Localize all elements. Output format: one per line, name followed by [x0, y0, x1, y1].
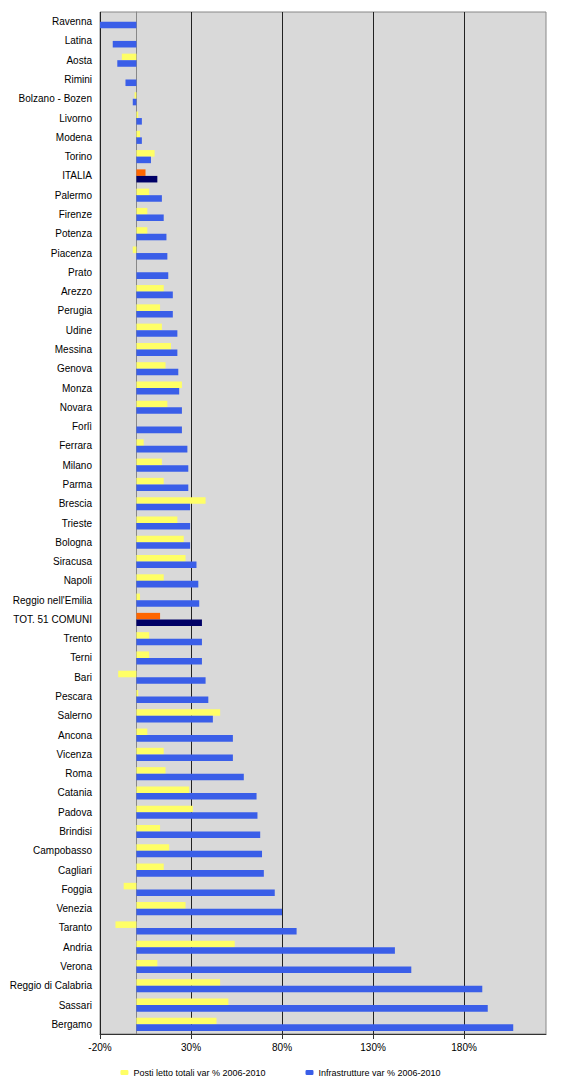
svg-text:Vicenza: Vicenza — [57, 749, 93, 760]
svg-text:Novara: Novara — [60, 402, 93, 413]
svg-text:TOT. 51 COMUNI: TOT. 51 COMUNI — [13, 614, 92, 625]
svg-text:Monza: Monza — [62, 383, 92, 394]
svg-text:Siracusa: Siracusa — [53, 556, 92, 567]
svg-text:Ferrara: Ferrara — [59, 440, 92, 451]
svg-text:Salerno: Salerno — [58, 710, 93, 721]
svg-text:Brindisi: Brindisi — [59, 826, 92, 837]
svg-text:Pescara: Pescara — [55, 691, 92, 702]
svg-text:Infrastrutture var % 2006-2010: Infrastrutture var % 2006-2010 — [319, 1068, 441, 1078]
svg-text:Ravenna: Ravenna — [52, 16, 92, 27]
svg-text:130%: 130% — [360, 1042, 386, 1053]
svg-text:Posti letto totali var % 2006-: Posti letto totali var % 2006-2010 — [133, 1068, 265, 1078]
svg-text:Roma: Roma — [65, 768, 92, 779]
svg-text:Ancona: Ancona — [58, 730, 92, 741]
svg-text:Padova: Padova — [58, 807, 92, 818]
svg-text:Udine: Udine — [66, 325, 93, 336]
svg-text:Brescia: Brescia — [59, 498, 93, 509]
svg-text:Parma: Parma — [63, 479, 93, 490]
svg-text:180%: 180% — [451, 1042, 477, 1053]
svg-text:Taranto: Taranto — [59, 922, 93, 933]
svg-text:Genova: Genova — [57, 363, 92, 374]
svg-text:Verona: Verona — [60, 961, 92, 972]
svg-text:Cagliari: Cagliari — [58, 865, 92, 876]
svg-text:Andria: Andria — [63, 942, 92, 953]
svg-text:Messina: Messina — [55, 344, 93, 355]
svg-text:Aosta: Aosta — [66, 55, 92, 66]
svg-text:Trento: Trento — [63, 633, 92, 644]
svg-text:Prato: Prato — [68, 267, 92, 278]
svg-text:Catania: Catania — [58, 787, 93, 798]
svg-text:Venezia: Venezia — [56, 903, 92, 914]
svg-text:80%: 80% — [272, 1042, 292, 1053]
svg-text:Trieste: Trieste — [62, 518, 93, 529]
svg-text:Sassari: Sassari — [59, 1000, 92, 1011]
svg-text:Bergamo: Bergamo — [51, 1019, 92, 1030]
svg-text:Potenza: Potenza — [55, 228, 92, 239]
svg-text:Torino: Torino — [65, 151, 93, 162]
svg-text:Modena: Modena — [56, 132, 93, 143]
svg-text:Perugia: Perugia — [58, 305, 93, 316]
svg-text:Livorno: Livorno — [59, 113, 92, 124]
svg-text:Bolzano - Bozen: Bolzano - Bozen — [19, 93, 92, 104]
svg-text:Arezzo: Arezzo — [61, 286, 93, 297]
svg-text:Latina: Latina — [65, 35, 93, 46]
svg-text:Palermo: Palermo — [55, 190, 93, 201]
svg-text:Terni: Terni — [70, 652, 92, 663]
svg-text:Campobasso: Campobasso — [33, 845, 92, 856]
svg-text:-20%: -20% — [88, 1042, 111, 1053]
svg-text:30%: 30% — [181, 1042, 201, 1053]
svg-text:Reggio nell'Emilia: Reggio nell'Emilia — [13, 595, 93, 606]
svg-text:Foggia: Foggia — [61, 884, 92, 895]
svg-text:Piacenza: Piacenza — [51, 248, 93, 259]
svg-text:Bari: Bari — [74, 672, 92, 683]
svg-text:Reggio di Calabria: Reggio di Calabria — [10, 980, 93, 991]
svg-text:ITALIA: ITALIA — [62, 170, 92, 181]
svg-text:Forlì: Forlì — [72, 421, 92, 432]
svg-text:Firenze: Firenze — [59, 209, 93, 220]
svg-text:Rimini: Rimini — [64, 74, 92, 85]
svg-text:Bologna: Bologna — [55, 537, 92, 548]
svg-text:Napoli: Napoli — [64, 575, 92, 586]
svg-text:Milano: Milano — [63, 460, 93, 471]
